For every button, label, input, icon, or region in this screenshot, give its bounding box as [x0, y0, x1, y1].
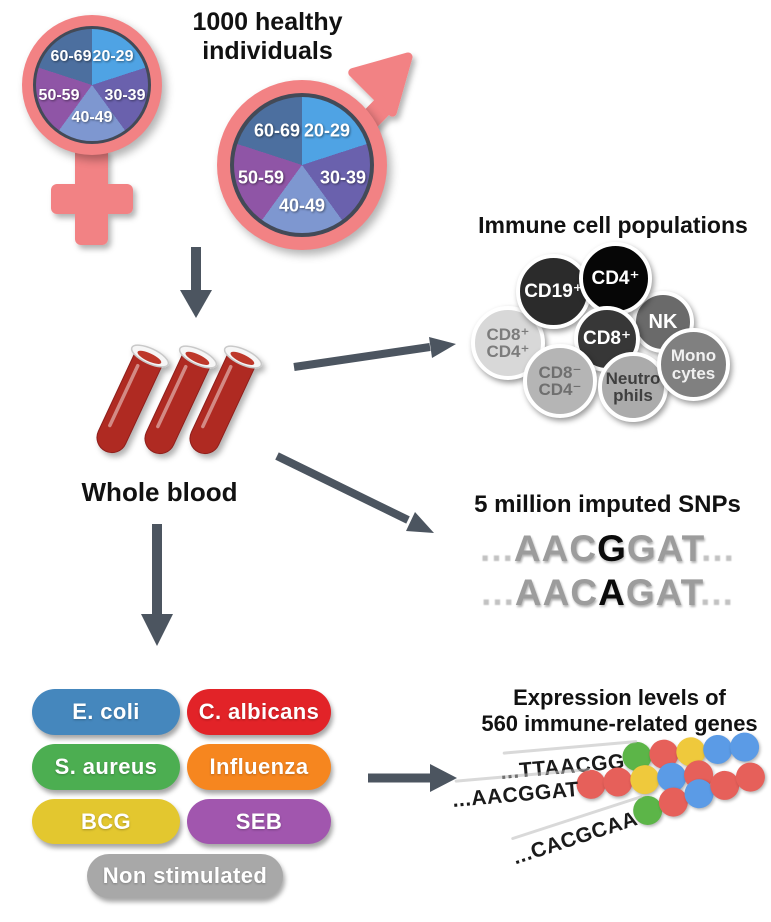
snps-title: 5 million imputed SNPs: [474, 491, 741, 518]
age-slice-label: 20-29: [303, 120, 351, 141]
age-slice-label: 30-39: [104, 87, 146, 104]
stimulus-seb: SEB: [187, 799, 331, 844]
cell-cd19: CD19⁺: [516, 254, 591, 329]
female-symbol: 20-29 30-39 40-49 50-59 60-69: [22, 15, 162, 155]
stimulus-ecoli: E. coli: [32, 689, 180, 735]
arrow-blood-to-cells-icon: [293, 337, 456, 371]
sequence-context: AAC: [514, 572, 599, 613]
ellipsis: ...: [481, 572, 515, 613]
age-slice-label: 50-59: [237, 167, 285, 188]
snp-allele: A: [598, 572, 626, 613]
stimulus-saureus: S. aureus: [32, 744, 180, 790]
arrow-blood-to-stimuli-icon: [141, 524, 173, 646]
blood-tubes: [96, 344, 263, 455]
cell-monocytes: Mono cytes: [657, 328, 730, 401]
male-symbol: 20-29 30-39 40-49 50-59 60-69: [217, 80, 387, 250]
expression-title: Expression levels of 560 immune-related …: [481, 685, 758, 736]
cell-cd4: CD4⁺: [579, 242, 652, 315]
immune-populations-title: Immune cell populations: [478, 212, 748, 238]
female-symbol-cross-icon: [51, 148, 133, 245]
arrow-cohort-to-blood-icon: [180, 247, 212, 318]
test-tube-icon: [96, 344, 170, 454]
age-slice-label: 40-49: [278, 195, 326, 216]
cohort-title: 1000 healthy individuals: [192, 8, 343, 65]
age-slice-label: 60-69: [253, 120, 301, 141]
snp-allele: G: [597, 528, 627, 569]
red-expression-dot: [575, 768, 607, 800]
ellipsis: ...: [480, 528, 514, 569]
test-tube-icon: [189, 345, 263, 455]
snp-sequence-alt: ...AACAGAT...: [450, 572, 765, 614]
flow-arrows: [141, 247, 457, 792]
sequence-context: GAT: [625, 572, 701, 613]
age-slice-label: 50-59: [38, 87, 80, 104]
red-expression-dot: [602, 765, 634, 798]
female-age-pie-chart: 20-29 30-39 40-49 50-59 60-69: [33, 26, 151, 144]
whole-blood-label: Whole blood: [81, 477, 238, 507]
stimulus-calbicans: C. albicans: [187, 689, 331, 735]
age-slice-label: 40-49: [71, 109, 113, 126]
age-slice-label: 60-69: [50, 48, 92, 65]
age-slice-label: 30-39: [319, 167, 367, 188]
stimulus-non-stimulated: Non stimulated: [87, 854, 283, 898]
ellipsis: ...: [700, 572, 734, 613]
stimulus-influenza: Influenza: [187, 744, 331, 790]
ellipsis: ...: [701, 528, 735, 569]
test-tube-icon: [144, 345, 218, 455]
arrow-blood-to-snps-icon: [275, 452, 434, 533]
age-slice-label: 20-29: [92, 48, 134, 65]
male-age-pie-chart: 20-29 30-39 40-49 50-59 60-69: [230, 93, 374, 237]
stimulus-bcg: BCG: [32, 799, 180, 844]
sequence-context: GAT: [626, 528, 702, 569]
sequence-context: AAC: [513, 528, 598, 569]
cell-cd8neg-cd4neg: CD8⁻ CD4⁻: [523, 344, 597, 418]
snp-sequence-ref: ...AACGGAT...: [450, 528, 765, 570]
arrow-stimuli-to-expression-icon: [368, 764, 457, 792]
